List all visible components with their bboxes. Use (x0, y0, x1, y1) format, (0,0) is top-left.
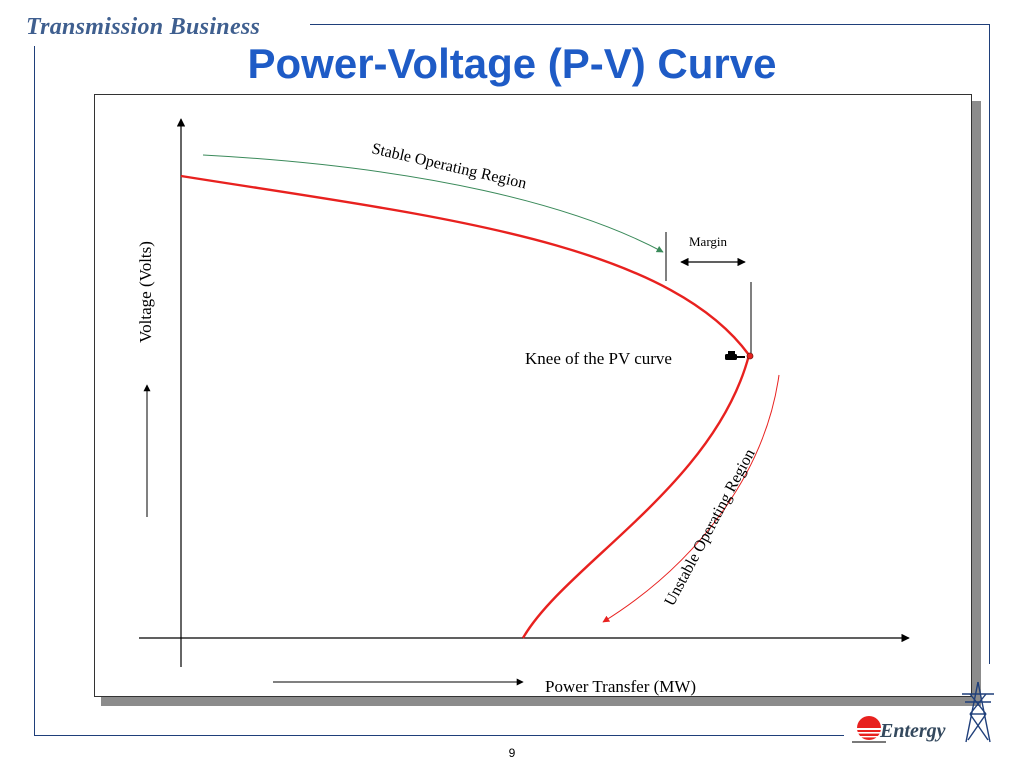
margin-label: Margin (689, 234, 728, 249)
slide-title: Power-Voltage (P-V) Curve (247, 40, 777, 87)
pv-diagram: Voltage (Volts) Power Transfer (MW) Stab… (136, 118, 910, 696)
knee-label: Knee of the PV curve (525, 349, 672, 368)
x-axis-label: Power Transfer (MW) (545, 677, 696, 696)
stable-region-arrow (202, 154, 664, 253)
logo-text: Entergy (880, 720, 946, 742)
page-number: 9 (508, 746, 516, 760)
unstable-region-arrow (602, 374, 780, 623)
transmission-tower-icon (962, 681, 994, 743)
knee-point (746, 352, 754, 360)
pv-diagram-panel: Voltage (Volts) Power Transfer (MW) Stab… (94, 94, 972, 697)
header-title: Transmission Business (26, 14, 261, 40)
frame-right-line (989, 24, 990, 664)
frame-left-line (34, 46, 35, 736)
frame-top-line (310, 24, 990, 25)
y-axis-label: Voltage (Volts) (136, 241, 155, 343)
frame-bottom-line (34, 735, 844, 736)
unstable-region-label: Unstable Operating Region (662, 446, 759, 609)
pv-curve (180, 174, 751, 639)
pointing-hand-icon (725, 351, 745, 360)
entergy-logo-icon (852, 716, 886, 743)
stable-region-label: Stable Operating Region (370, 140, 528, 192)
